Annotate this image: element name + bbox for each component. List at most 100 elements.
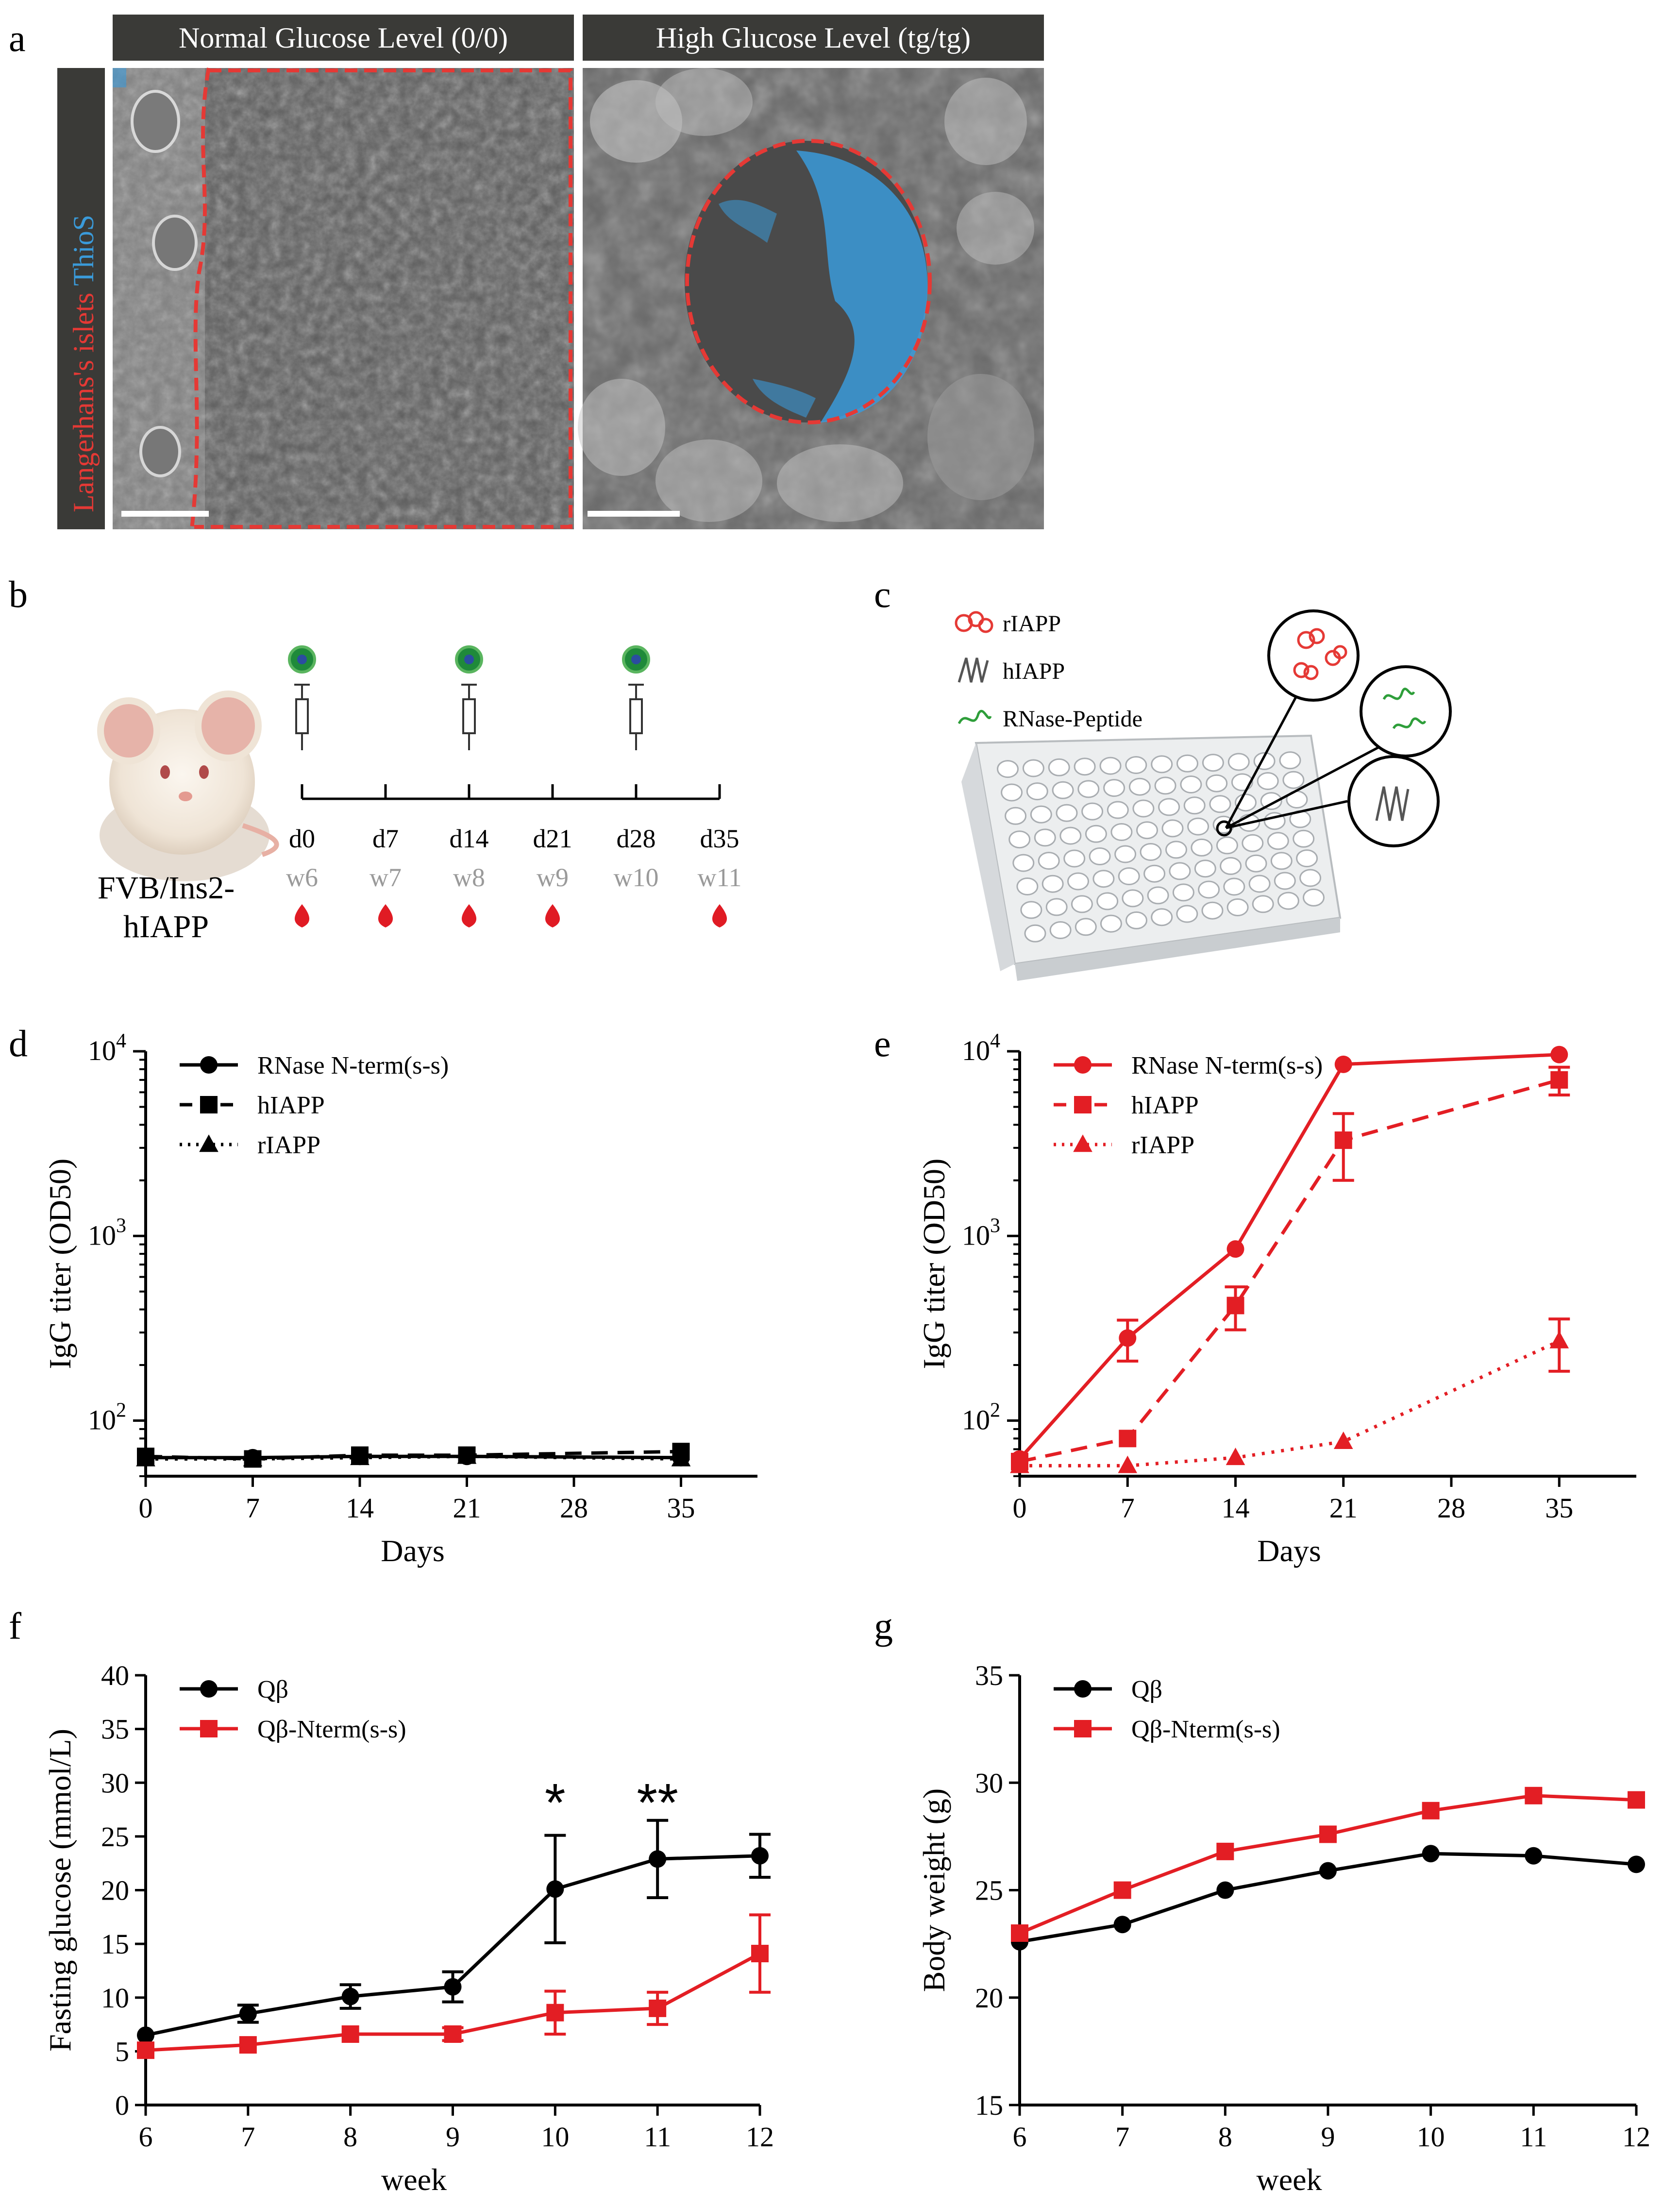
plate-well xyxy=(1085,825,1107,843)
plate-well xyxy=(1227,753,1250,771)
series-line xyxy=(1018,1053,1560,1460)
y-tick-label: 0 xyxy=(115,2089,129,2121)
plate-well xyxy=(1176,905,1198,923)
x-axis-label: week xyxy=(381,2162,447,2197)
panel-b: FVB/Ins2- hIAPP d0 d7 d14 d21 d28 d35 w6… xyxy=(97,645,742,944)
side-label-bg xyxy=(57,68,105,529)
y-tick-label: 15 xyxy=(975,2089,1003,2121)
series-line xyxy=(1020,1339,1560,1467)
plate-well xyxy=(1045,898,1068,916)
plate-well xyxy=(1077,780,1100,798)
zoom-circle-icon xyxy=(1267,609,1360,702)
header-left: Normal Glucose Level (0/0) xyxy=(179,22,508,54)
series-0 xyxy=(137,1448,690,1466)
chart-e: 0 7 14 21 28 35 102 103 104 Days IgG titer (OD50) R… xyxy=(917,1030,1636,1568)
header-right-bg xyxy=(583,15,1044,61)
data-point xyxy=(136,1449,155,1466)
x-tick-label: 7 xyxy=(1115,2121,1129,2153)
blood-drop-icon xyxy=(712,904,727,927)
data-point xyxy=(1550,1071,1568,1089)
data-point xyxy=(751,1847,769,1865)
blood-drop-icon xyxy=(545,904,560,927)
y-tick-label: 104 xyxy=(88,1030,126,1066)
legend-rnase-peptide: RNase-Peptide xyxy=(1003,706,1142,732)
series-1 xyxy=(137,1913,771,2059)
data-point xyxy=(1074,1096,1092,1113)
data-point xyxy=(444,1978,462,1996)
y-axis-label: IgG titer (OD50) xyxy=(917,1159,951,1369)
series-1 xyxy=(137,1443,690,1468)
plate-well xyxy=(1270,852,1293,870)
day-label: d14 xyxy=(450,824,489,853)
week-label: w10 xyxy=(614,863,659,892)
x-tick-label: 8 xyxy=(343,2121,357,2153)
data-point xyxy=(1422,1802,1440,1820)
plate-well xyxy=(1267,832,1289,850)
plate-well xyxy=(1140,843,1162,861)
plate-well xyxy=(1158,798,1180,816)
data-point xyxy=(1319,1825,1337,1843)
injection-group xyxy=(622,645,650,750)
y-tick-label: 104 xyxy=(962,1030,1000,1066)
plate-well xyxy=(1081,802,1104,821)
x-tick-label: 0 xyxy=(139,1492,153,1524)
series-line xyxy=(145,1854,760,2037)
data-point xyxy=(1628,1791,1645,1809)
plate-well xyxy=(1143,864,1166,883)
plate-well xyxy=(1245,854,1267,873)
plate-well xyxy=(1100,914,1122,933)
plate-well xyxy=(1220,857,1242,875)
plate-well xyxy=(997,760,1019,778)
plate-well xyxy=(1089,847,1111,865)
series-0 xyxy=(1011,1045,1568,1468)
micrograph-high xyxy=(578,68,1044,529)
data-point xyxy=(243,1449,263,1466)
plate-well xyxy=(1206,774,1228,792)
x-tick-label: 28 xyxy=(1437,1492,1465,1524)
legend-label: RNase N-term(s-s) xyxy=(1131,1052,1323,1079)
plate-well xyxy=(1074,758,1096,776)
data-point xyxy=(200,1680,218,1698)
day-label: d28 xyxy=(617,824,656,853)
y-tick-label: 25 xyxy=(101,1821,129,1853)
plate-well xyxy=(1201,901,1224,920)
y-tick-label: 10 xyxy=(101,1982,129,2014)
syringe-icon xyxy=(628,684,644,750)
legend-hIAPP: hIAPP xyxy=(1003,658,1065,684)
legend-label: hIAPP xyxy=(257,1092,325,1119)
plate-well xyxy=(1172,883,1194,902)
data-point xyxy=(239,2005,257,2022)
data-point xyxy=(1550,1045,1568,1063)
x-tick-label: 7 xyxy=(246,1492,260,1524)
plate-well xyxy=(1257,772,1279,790)
data-point xyxy=(1226,1297,1244,1314)
scale-bar-right xyxy=(588,511,680,517)
plate-well xyxy=(1136,821,1158,840)
data-point xyxy=(546,2004,564,2022)
x-tick-label: 28 xyxy=(560,1492,588,1524)
x-tick-label: 21 xyxy=(453,1492,481,1524)
plate-well xyxy=(1048,758,1070,776)
plate-well xyxy=(1198,880,1220,899)
legend-label: Qβ xyxy=(1131,1676,1162,1703)
data-point xyxy=(350,1448,370,1466)
plate-well xyxy=(1026,782,1048,801)
elisa-plate-icon xyxy=(961,734,1342,981)
x-tick-label: 7 xyxy=(1121,1492,1135,1524)
data-point xyxy=(1119,1329,1137,1347)
x-tick-label: 8 xyxy=(1218,2121,1232,2153)
x-tick-label: 9 xyxy=(1321,2121,1335,2153)
x-tick-label: 0 xyxy=(1013,1492,1027,1524)
data-point xyxy=(200,1720,218,1737)
series-0 xyxy=(1011,1845,1645,1951)
plate-well xyxy=(1165,841,1187,859)
y-tick-label: 20 xyxy=(101,1875,129,1906)
legend-label: hIAPP xyxy=(1131,1092,1199,1119)
plate-well xyxy=(1277,892,1299,910)
panel-c: rIAPP hIAPP RNase-Peptide xyxy=(955,609,1452,981)
x-tick-label: 6 xyxy=(1013,2121,1027,2153)
syringe-icon xyxy=(294,684,310,750)
x-tick-label: 21 xyxy=(1329,1492,1358,1524)
plate-well xyxy=(1056,804,1078,822)
